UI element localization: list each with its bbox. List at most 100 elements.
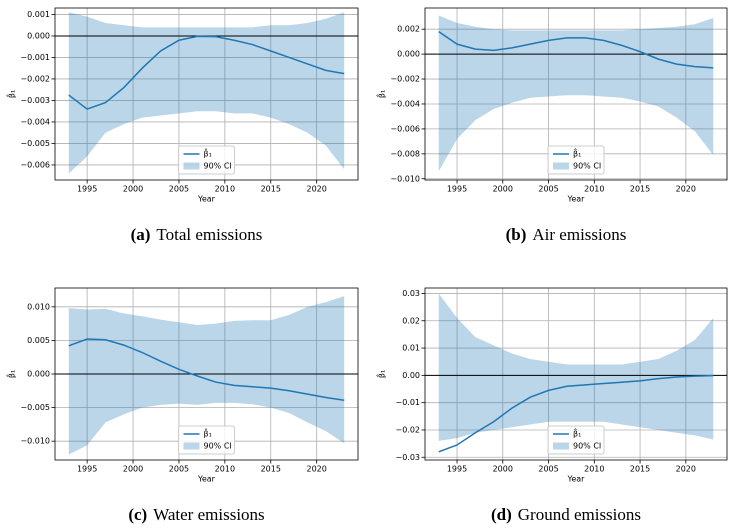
- estimate-line: [438, 374, 714, 453]
- x-tick-label: 1995: [447, 185, 467, 194]
- y-tick-label: 0.010: [27, 302, 50, 311]
- x-tick-label: 2010: [584, 465, 604, 474]
- y-tick-label: 0.000: [27, 370, 50, 379]
- x-tick-label: 1995: [77, 465, 97, 474]
- y-tick-label: 0.03: [402, 289, 420, 298]
- caption: (d) Ground emissions: [491, 505, 641, 524]
- legend: β̂₁ 90% CI: [178, 425, 235, 455]
- ci-band: [68, 296, 345, 455]
- x-tick-label: 2005: [169, 185, 189, 194]
- x-tick-label: 2010: [215, 185, 235, 194]
- y-tick-label: −0.004: [390, 99, 420, 108]
- x-tick-label: 1995: [77, 185, 97, 194]
- y-tick-label: −0.03: [395, 453, 420, 462]
- x-tick-label: 2015: [261, 185, 281, 194]
- y-tick-label: 0.002: [397, 25, 420, 34]
- x-axis-label: Year: [567, 195, 586, 204]
- y-tick-label: −0.002: [390, 75, 420, 84]
- y-tick-label: 0.000: [397, 50, 420, 59]
- estimate-line: [68, 35, 345, 110]
- legend-label: β̂₁: [573, 147, 581, 158]
- y-axis-label: β̂₁: [5, 370, 16, 378]
- caption: (c) Water emissions: [128, 505, 264, 524]
- legend: β̂₁ 90% CI: [547, 145, 605, 175]
- legend: β̂₁ 90% CI: [547, 425, 605, 455]
- y-axis-label: β̂₁: [5, 90, 16, 98]
- y-tick-label: −0.005: [20, 139, 50, 148]
- caption-text: Total emissions: [156, 225, 262, 244]
- x-tick-label: 2000: [493, 185, 513, 194]
- x-tick-label: 2000: [123, 465, 143, 474]
- legend-swatch: [553, 442, 569, 450]
- y-tick-label: −0.010: [390, 174, 420, 183]
- subplot: 1995 2000 2005 2010 2015 2020 −0.010 −0.008 −0.0…: [375, 7, 728, 244]
- y-axis-label: β̂₁: [375, 370, 386, 378]
- x-tick-label: 2005: [538, 185, 558, 194]
- estimate-line: [68, 338, 345, 401]
- plot-frame: [424, 7, 728, 181]
- y-tick-label: −0.001: [20, 53, 50, 62]
- ci-band: [438, 293, 714, 441]
- caption-label: (b): [506, 225, 527, 244]
- caption: (a) Total emissions: [131, 225, 263, 244]
- y-tick-label: −0.01: [395, 398, 420, 407]
- y-tick-label: −0.010: [20, 437, 50, 446]
- y-tick-label: 0.000: [27, 31, 50, 40]
- subplot: 1995 2000 2005 2010 2015 2020 −0.010 −0.005 0.00…: [5, 287, 359, 524]
- x-tick-label: 2020: [676, 185, 696, 194]
- legend-box: [178, 425, 235, 455]
- caption-text: Ground emissions: [518, 505, 641, 524]
- legend: β̂₁ 90% CI: [178, 145, 235, 175]
- x-tick-label: 2015: [630, 185, 650, 194]
- x-tick-label: 2010: [215, 465, 235, 474]
- y-axis-label: β̂₁: [375, 90, 386, 98]
- x-tick-label: 2015: [630, 465, 650, 474]
- x-tick-label: 2000: [123, 185, 143, 194]
- y-tick-label: 0.00: [402, 371, 420, 380]
- legend-label: 90% CI: [573, 162, 601, 171]
- x-tick-label: 2010: [584, 185, 604, 194]
- x-axis-label: Year: [197, 195, 216, 204]
- x-tick-label: 2000: [493, 465, 513, 474]
- plot-frame: [424, 287, 728, 461]
- plot-frame: [54, 287, 359, 461]
- y-tick-label: 0.02: [402, 316, 420, 325]
- subplot: 1995 2000 2005 2010 2015 2020 −0.006 −0.005 −0.0…: [5, 7, 359, 244]
- legend-swatch: [183, 442, 200, 450]
- y-tick-label: 0.005: [27, 336, 50, 345]
- x-axis-label: Year: [567, 475, 586, 484]
- legend-label: 90% CI: [204, 442, 232, 451]
- caption-text: Water emissions: [153, 505, 264, 524]
- legend-swatch: [553, 162, 569, 170]
- y-tick-label: −0.006: [20, 160, 50, 169]
- x-tick-label: 2015: [261, 465, 281, 474]
- y-tick-label: 0.01: [402, 344, 420, 353]
- x-tick-label: 2020: [307, 465, 327, 474]
- y-tick-label: −0.008: [390, 149, 420, 158]
- legend-box: [547, 145, 605, 175]
- x-tick-label: 2020: [676, 465, 696, 474]
- legend-label: 90% CI: [204, 162, 232, 171]
- y-tick-label: −0.02: [395, 425, 420, 434]
- caption-text: Air emissions: [532, 225, 626, 244]
- y-tick-label: −0.003: [20, 96, 50, 105]
- subplot: 1995 2000 2005 2010 2015 2020 −0.03 −0.02 −0.01 0…: [375, 287, 728, 524]
- legend-label: 90% CI: [573, 442, 601, 451]
- legend-box: [178, 145, 235, 175]
- legend-label: β̂₁: [573, 427, 581, 438]
- legend-swatch: [183, 162, 200, 170]
- caption-label: (a): [131, 225, 151, 244]
- y-tick-label: −0.006: [390, 124, 420, 133]
- x-tick-label: 2005: [538, 465, 558, 474]
- x-tick-label: 2005: [169, 465, 189, 474]
- x-axis-label: Year: [197, 475, 216, 484]
- x-tick-label: 2020: [307, 185, 327, 194]
- plot-frame: [54, 7, 359, 181]
- y-tick-label: 0.001: [27, 10, 50, 19]
- legend-label: β̂₁: [204, 427, 212, 438]
- caption-label: (d): [491, 505, 512, 524]
- legend-label: β̂₁: [204, 147, 212, 158]
- estimate-line: [438, 31, 714, 69]
- caption-label: (c): [128, 505, 147, 524]
